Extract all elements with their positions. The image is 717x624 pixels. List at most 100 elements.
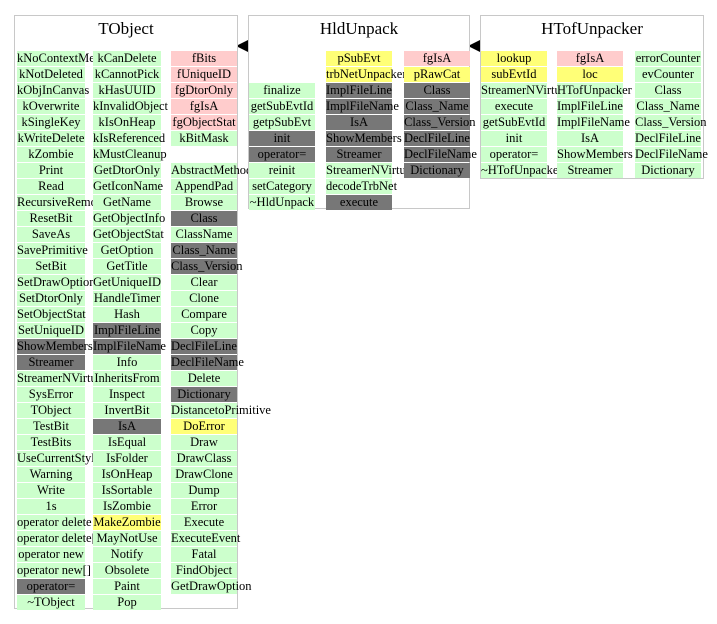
member-cell: GetName — [93, 195, 161, 210]
member-cell: init — [249, 131, 315, 146]
member-cell: ImplFileName — [557, 115, 630, 130]
member-cell: IsA — [93, 419, 161, 434]
member-cell: ResetBit — [17, 211, 85, 226]
member-cell: kObjInCanvas — [17, 83, 90, 98]
member-cell: kSingleKey — [17, 115, 85, 130]
member-cell: Dictionary — [171, 387, 237, 402]
member-cell: getSubEvtId — [249, 99, 315, 114]
member-cell: Inspect — [93, 387, 161, 402]
class-title: HTofUnpacker — [541, 19, 643, 38]
member-cell: kIsReferenced — [93, 131, 166, 146]
member-cell: Warning — [17, 467, 85, 482]
member-column: errorCounter evCounter Class Class_Name Clas… — [635, 51, 708, 179]
member-cell: SetUniqueID — [17, 323, 85, 338]
member-cell: kNoContextMenu — [17, 51, 108, 66]
member-cell: GetDtorOnly — [93, 163, 161, 178]
member-cell: kIsOnHeap — [93, 115, 161, 130]
member-cell: fBits — [171, 51, 237, 66]
member-cell: DoError — [171, 419, 237, 434]
member-cell: IsZombie — [93, 499, 161, 514]
member-cell: InheritsFrom — [93, 371, 161, 386]
member-cell: StreamerNVirtual — [326, 163, 415, 178]
member-cell: SetDrawOption — [17, 275, 96, 290]
member-cell: GetIconName — [93, 179, 164, 194]
member-cell: kMustCleanup — [93, 147, 167, 162]
member-cell: SaveAs — [17, 227, 85, 242]
member-cell: IsEqual — [93, 435, 161, 450]
member-cell: loc — [557, 67, 623, 82]
member-cell: Clone — [171, 291, 237, 306]
member-cell: ImplFileName — [93, 339, 166, 354]
member-cell: fgIsA — [404, 51, 470, 66]
member-column: kCanDelete kCannotPick kHasUUID kInvalidObj… — [93, 51, 168, 611]
member-cell: Streamer — [557, 163, 623, 178]
member-cell: operator= — [481, 147, 547, 162]
member-cell: GetDrawOption — [171, 579, 252, 594]
class-box-htofunpacker: HTofUnpacker lookup subEvtId StreamerNVirt… — [480, 15, 708, 179]
member-cell: kCanDelete — [93, 51, 161, 66]
member-cell: GetTitle — [93, 259, 161, 274]
member-cell: UseCurrentStyle — [17, 451, 101, 466]
member-column: fgIsA loc HTofUnpacker ImplFileLine ImplFile… — [557, 51, 633, 179]
member-cell: MakeZombie — [93, 515, 161, 530]
member-cell: kCannotPick — [93, 67, 161, 82]
member-cell: ExecuteEvent — [171, 531, 241, 546]
member-cell: HandleTimer — [93, 291, 161, 306]
member-cell: DistancetoPrimitive — [171, 403, 271, 418]
member-cell: finalize — [249, 83, 315, 98]
member-cell: execute — [481, 99, 547, 114]
member-cell: TestBit — [17, 419, 85, 434]
member-cell: DeclFileLine — [404, 131, 470, 146]
member-cell: Class_Name — [635, 99, 701, 114]
member-cell: ShowMembers — [17, 339, 93, 354]
member-cell: Delete — [171, 371, 237, 386]
member-column: kNoContextMenu kNotDeleted kObjInCanvas kOv… — [17, 51, 109, 611]
member-cell: Streamer — [17, 355, 85, 370]
member-cell: Fatal — [171, 547, 237, 562]
member-cell: Read — [17, 179, 85, 194]
member-cell: Class_Name — [404, 99, 470, 114]
member-cell: Error — [171, 499, 237, 514]
member-cell: GetObjectInfo — [93, 211, 166, 226]
member-cell: AbstractMethod — [171, 163, 253, 178]
member-cell: IsA — [326, 115, 392, 130]
member-cell: Clear — [171, 275, 237, 290]
member-cell: SavePrimitive — [17, 243, 88, 258]
member-column: fgIsA pRawCat Class Class_Name Class_Version… — [404, 51, 477, 179]
member-cell: IsA — [557, 131, 623, 146]
member-cell: Info — [93, 355, 161, 370]
arrow-htofunpacker-to-hldunpack — [468, 40, 480, 52]
member-cell: fgIsA — [171, 99, 237, 114]
member-cell: Dump — [171, 483, 237, 498]
member-cell: GetUniqueID — [93, 275, 162, 290]
member-cell: operator new — [17, 547, 85, 562]
member-cell: Draw — [171, 435, 237, 450]
member-cell: Compare — [171, 307, 237, 322]
member-cell: fUniqueID — [171, 67, 237, 82]
member-cell: Write — [17, 483, 85, 498]
member-cell: errorCounter — [635, 51, 701, 66]
member-cell: Obsolete — [93, 563, 161, 578]
member-cell: Execute — [171, 515, 237, 530]
member-cell: reinit — [249, 163, 315, 178]
member-cell: lookup — [481, 51, 547, 66]
member-cell: StreamerNVirtual — [17, 371, 106, 386]
member-cell: fgObjectStat — [171, 115, 237, 130]
member-cell: pSubEvt — [326, 51, 392, 66]
member-cell: trbNetUnpacker — [326, 67, 407, 82]
member-cell: Class — [171, 211, 237, 226]
member-cell-empty — [249, 51, 315, 66]
member-cell: DeclFileName — [171, 355, 244, 370]
member-cell: ImplFileLine — [326, 83, 392, 98]
member-cell: Class — [635, 83, 701, 98]
member-cell: SysError — [17, 387, 85, 402]
member-cell: evCounter — [635, 67, 701, 82]
member-cell: ShowMembers — [326, 131, 402, 146]
member-cell: Class_Version — [404, 115, 476, 130]
member-cell: DeclFileName — [635, 147, 708, 162]
member-cell: SetDtorOnly — [17, 291, 85, 306]
member-cell: SetObjectStat — [17, 307, 86, 322]
member-cell: getpSubEvt — [249, 115, 315, 130]
member-cell: Class_Version — [171, 259, 243, 274]
